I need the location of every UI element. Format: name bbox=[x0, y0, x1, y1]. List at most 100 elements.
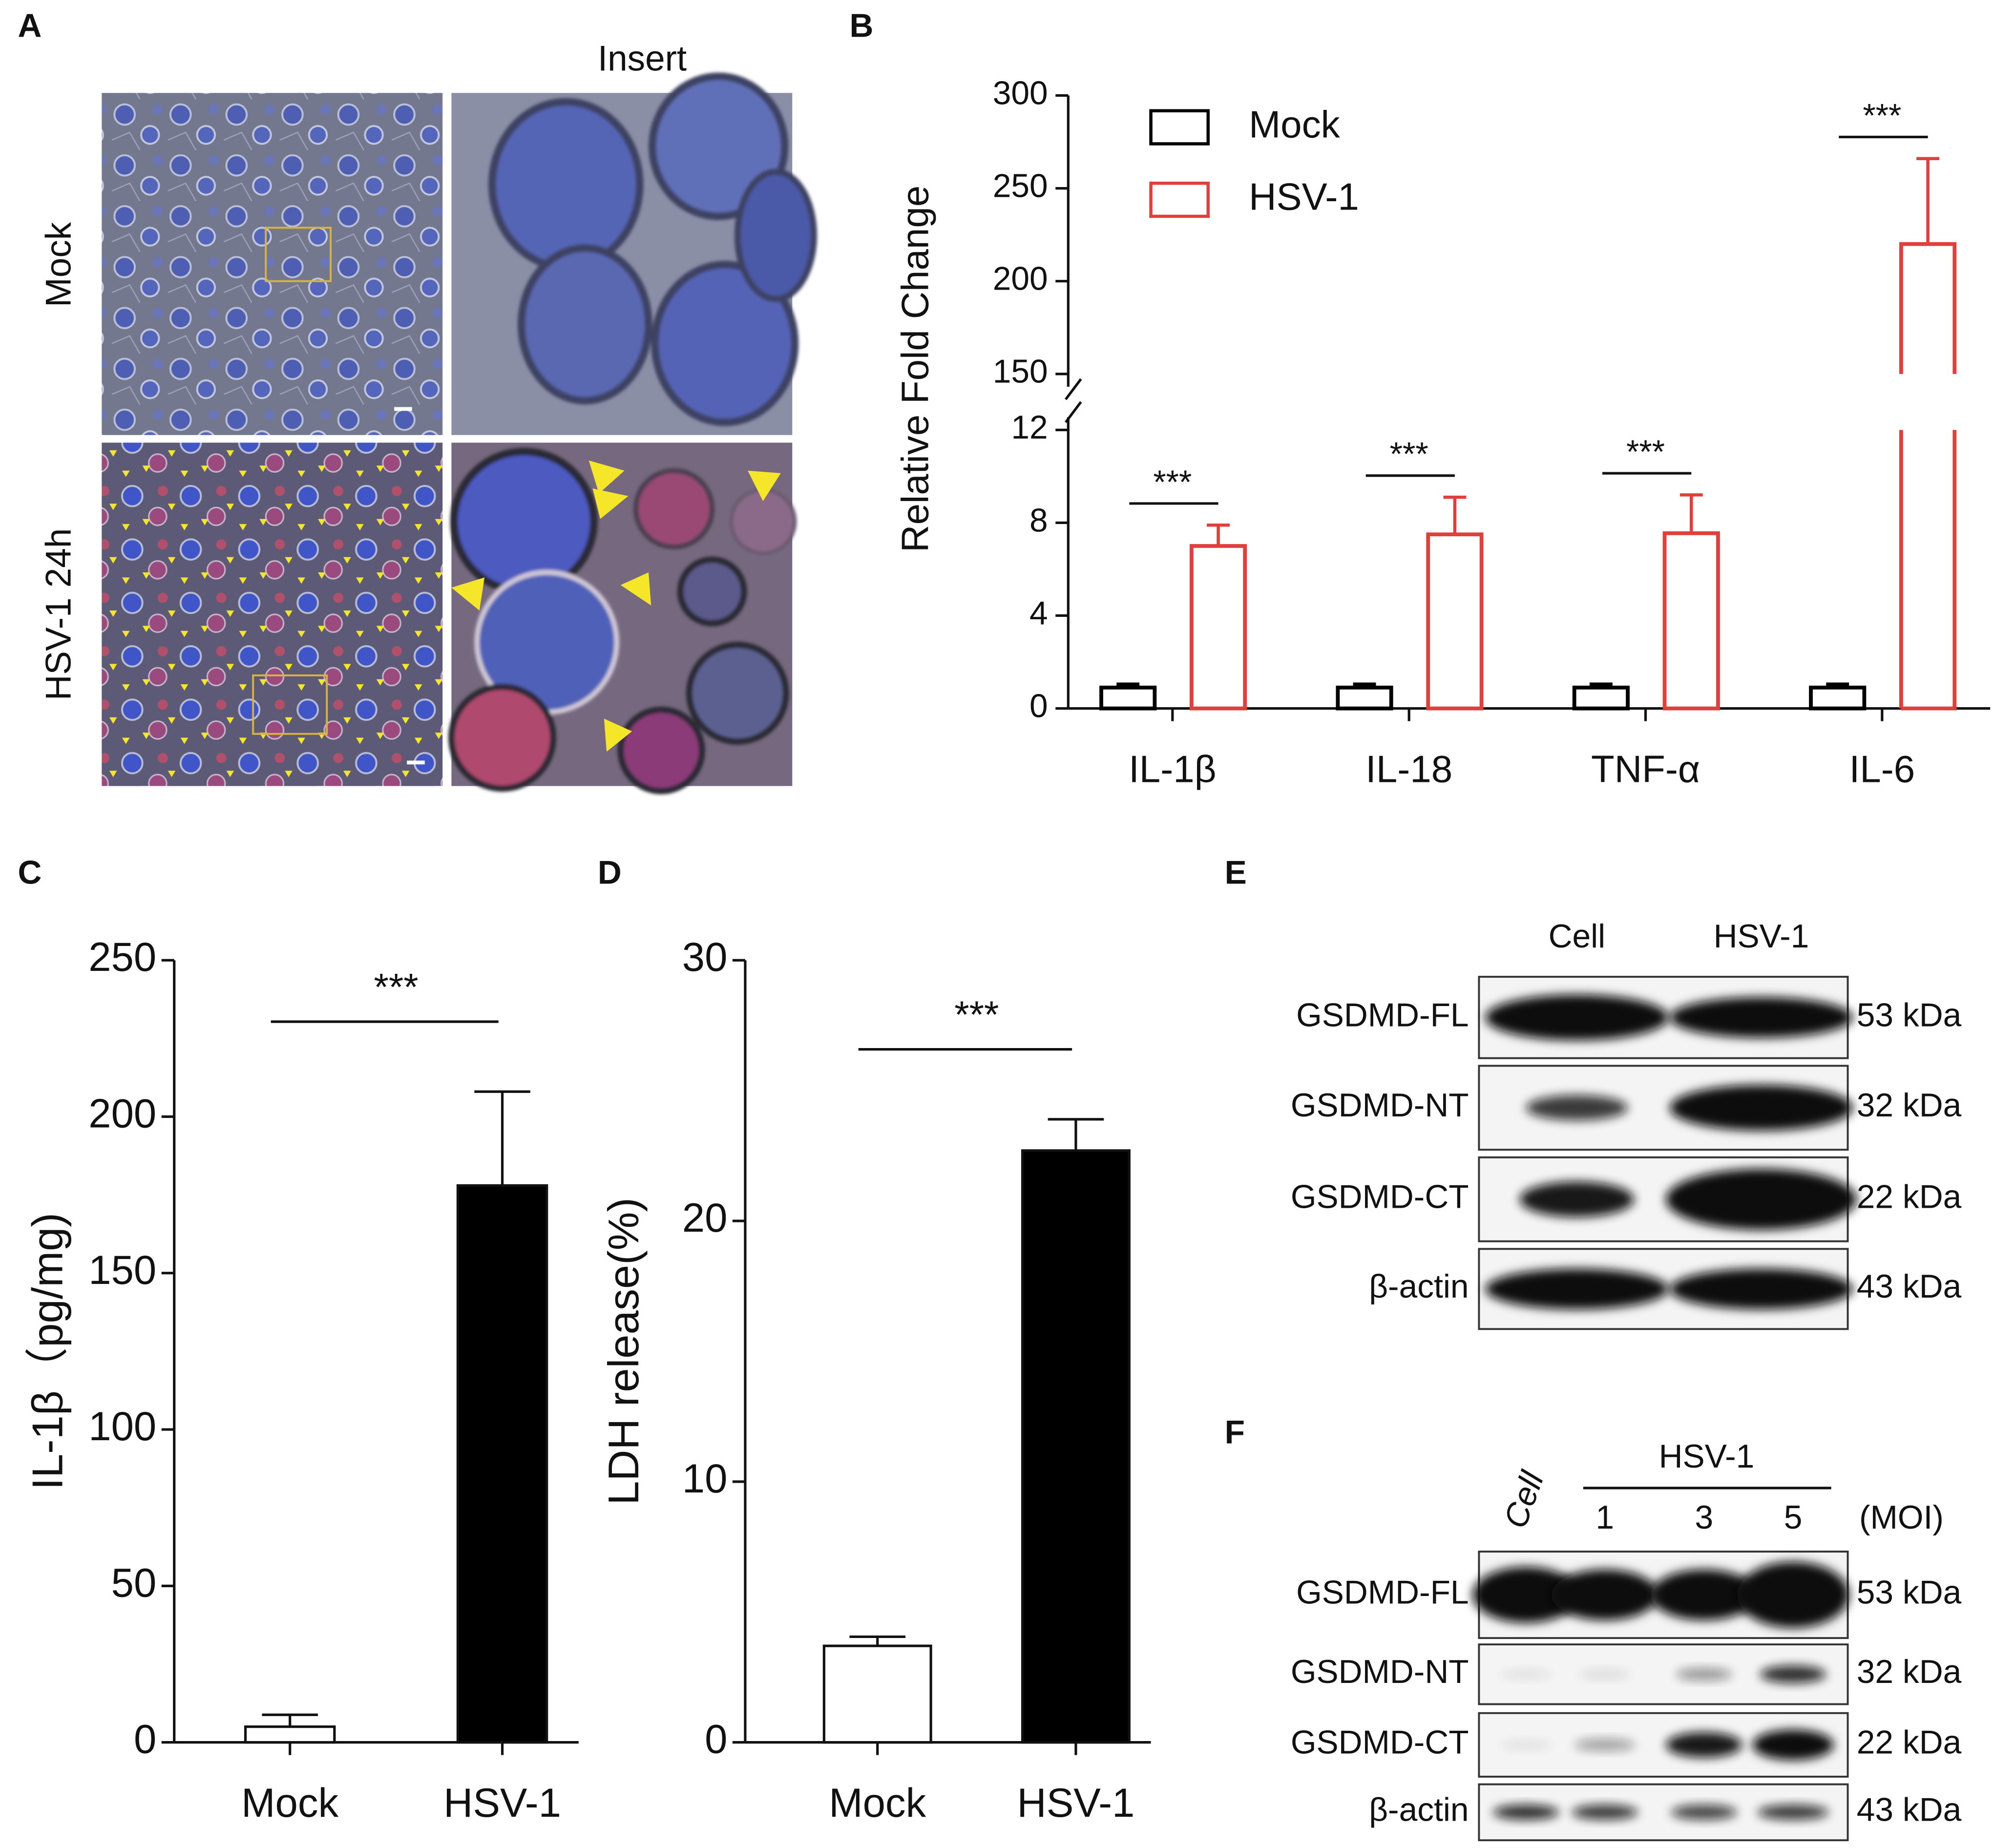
bar bbox=[1336, 685, 1393, 711]
scale-bar bbox=[407, 760, 425, 765]
blot-band bbox=[1574, 1738, 1636, 1751]
blot-band bbox=[1760, 1665, 1826, 1683]
bar bbox=[1899, 242, 1957, 374]
unit-label: (MOI) bbox=[1859, 1499, 1944, 1536]
blot-band bbox=[1472, 1567, 1580, 1623]
image-mock bbox=[102, 93, 443, 435]
significance: *** bbox=[1626, 434, 1665, 470]
y-tick-label: 12 bbox=[1011, 409, 1048, 446]
y-tick-label: 0 bbox=[705, 1717, 727, 1762]
band-label: GSDMD-CT bbox=[1291, 1724, 1469, 1761]
bar bbox=[1189, 544, 1247, 711]
band-size: 43 kDa bbox=[1857, 1792, 1962, 1828]
error-bar bbox=[1916, 157, 1940, 244]
bar bbox=[456, 1184, 548, 1744]
row-label: Mock bbox=[39, 222, 78, 307]
band-size: 22 kDa bbox=[1857, 1179, 1962, 1216]
blot-band bbox=[1551, 1569, 1658, 1620]
bar bbox=[822, 1644, 932, 1744]
legend-label: Mock bbox=[1249, 103, 1341, 146]
blot-band bbox=[1519, 1181, 1635, 1218]
panel-label: C bbox=[18, 855, 42, 891]
y-tick-label: 50 bbox=[111, 1560, 157, 1605]
lane-label: Cell bbox=[1497, 1466, 1551, 1533]
y-tick-label: 0 bbox=[134, 1717, 156, 1762]
insert-box bbox=[252, 674, 328, 735]
band-size: 32 kDa bbox=[1857, 1087, 1962, 1124]
error-bar bbox=[1048, 1118, 1104, 1151]
lane-group-label: HSV-1 bbox=[1659, 1438, 1755, 1475]
lane-label: 5 bbox=[1784, 1499, 1803, 1536]
axis-break bbox=[1065, 401, 1082, 423]
significance: *** bbox=[374, 966, 419, 1008]
panel-label: F bbox=[1225, 1414, 1245, 1450]
x-tick-label: HSV-1 bbox=[1017, 1780, 1135, 1826]
blot-band bbox=[1671, 1805, 1738, 1820]
y-axis-label: IL-1β（pg/mg) bbox=[23, 1213, 72, 1490]
band-label: GSDMD-CT bbox=[1291, 1179, 1469, 1216]
blot-band bbox=[1757, 1805, 1829, 1820]
band-label: β-actin bbox=[1369, 1792, 1469, 1828]
blot-band bbox=[1572, 1805, 1638, 1820]
panel-label: D bbox=[598, 855, 622, 891]
band-size: 53 kDa bbox=[1857, 997, 1962, 1033]
significance: *** bbox=[954, 993, 999, 1036]
insert-box bbox=[265, 227, 332, 282]
band-label: GSDMD-NT bbox=[1291, 1087, 1469, 1124]
blot-band bbox=[1485, 1268, 1669, 1309]
lane-label: HSV-1 bbox=[1714, 918, 1809, 955]
x-tick-label: IL-6 bbox=[1849, 747, 1915, 790]
band-size: 22 kDa bbox=[1857, 1724, 1962, 1761]
band-size: 53 kDa bbox=[1857, 1574, 1962, 1611]
error-bar bbox=[1443, 495, 1467, 535]
panel-label: B bbox=[849, 7, 873, 44]
error-bar bbox=[1116, 682, 1140, 688]
arrowheads bbox=[451, 460, 781, 752]
lane-label: 1 bbox=[1595, 1499, 1614, 1536]
band-label: GSDMD-NT bbox=[1291, 1654, 1469, 1690]
band-label: GSDMD-FL bbox=[1296, 997, 1469, 1033]
error-bar bbox=[1589, 682, 1613, 688]
y-tick-label: 200 bbox=[993, 261, 1048, 297]
blot-band bbox=[1737, 1561, 1849, 1628]
y-tick-label: 150 bbox=[993, 354, 1048, 390]
blot-band bbox=[1676, 1668, 1732, 1681]
y-tick-label: 250 bbox=[993, 168, 1048, 205]
blot-band bbox=[1526, 1095, 1628, 1121]
insert-cells bbox=[488, 72, 818, 426]
error-bar bbox=[262, 1713, 318, 1727]
band-size: 32 kDa bbox=[1857, 1654, 1962, 1690]
bar bbox=[1426, 532, 1484, 711]
error-bar bbox=[1353, 682, 1376, 688]
legend-label: HSV-1 bbox=[1249, 175, 1359, 218]
microscopy-images bbox=[102, 72, 818, 795]
y-tick-label: 150 bbox=[88, 1247, 156, 1293]
blot-band bbox=[1669, 1085, 1853, 1131]
error-bar bbox=[1679, 493, 1703, 533]
bar bbox=[1899, 430, 1957, 711]
bar bbox=[244, 1725, 336, 1744]
image-hsv bbox=[102, 442, 443, 786]
blot-band bbox=[1500, 1669, 1552, 1680]
significance: *** bbox=[1863, 97, 1901, 134]
y-tick-label: 250 bbox=[88, 934, 156, 980]
x-tick-label: IL-18 bbox=[1365, 747, 1452, 790]
blot-band bbox=[1752, 1729, 1834, 1761]
blot-band bbox=[1666, 1169, 1857, 1230]
blot-band bbox=[1579, 1669, 1631, 1680]
y-axis-label: Relative Fold Change bbox=[894, 186, 937, 552]
blot-band bbox=[1650, 1569, 1758, 1620]
band-label: GSDMD-FL bbox=[1296, 1574, 1469, 1611]
y-tick-label: 0 bbox=[1029, 688, 1048, 725]
y-tick-label: 10 bbox=[682, 1456, 728, 1501]
x-tick-label: TNF-α bbox=[1591, 747, 1700, 790]
x-tick-label: Mock bbox=[829, 1780, 926, 1826]
band-label: β-actin bbox=[1369, 1268, 1469, 1305]
panel-label: A bbox=[18, 7, 42, 44]
axis-break bbox=[1065, 378, 1082, 400]
band-size: 43 kDa bbox=[1857, 1268, 1962, 1305]
error-bar bbox=[1826, 682, 1849, 688]
y-tick-label: 8 bbox=[1029, 502, 1048, 539]
